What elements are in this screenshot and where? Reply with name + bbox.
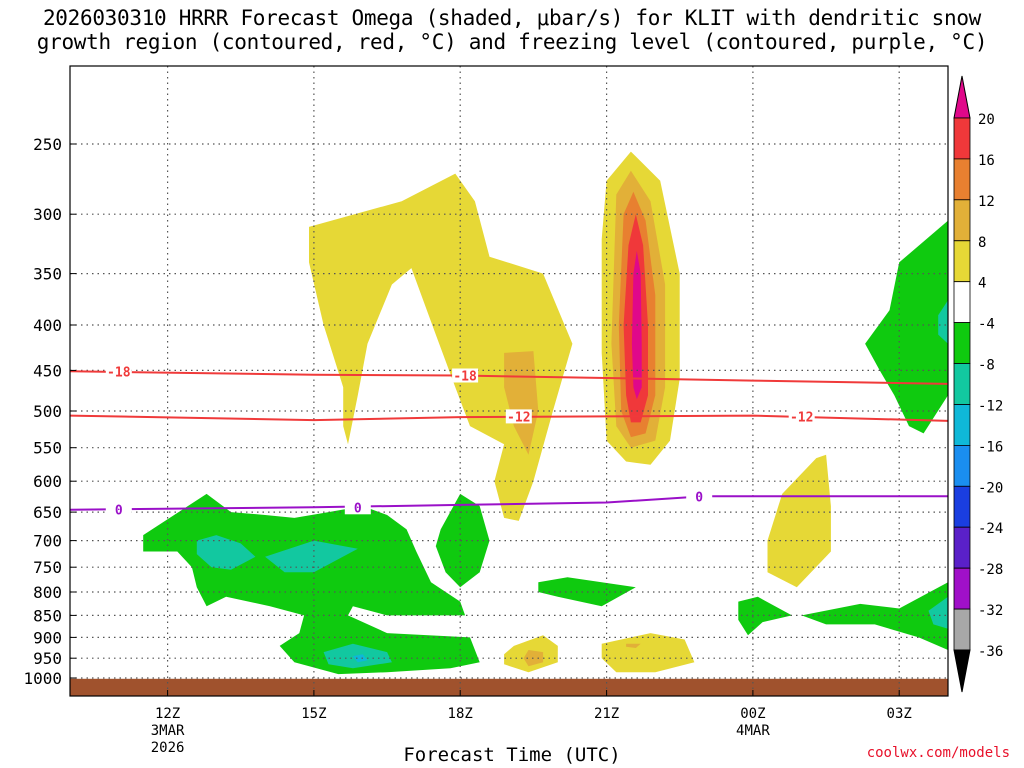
colorbar-segment-1 (953, 158, 971, 201)
colorbar-label-4: 4 (978, 276, 986, 292)
surface-ground-strip (70, 678, 948, 696)
isotherm-label-bg-6 (686, 489, 713, 504)
isotherm-label-bg-1 (452, 368, 479, 383)
omega-region-4-0 (309, 173, 573, 521)
y-tick-label-400: 400 (33, 316, 62, 335)
isotherm-label-0: -18 (107, 365, 131, 380)
colorbar-segment-6 (953, 363, 971, 405)
colorbar-segment-8 (953, 444, 971, 487)
colorbar-label-5: -4 (978, 317, 995, 333)
colorbar-label-11: -28 (978, 562, 1003, 578)
y-tick-label-550: 550 (33, 439, 62, 458)
isotherm-label-bg-2 (505, 409, 532, 424)
omega-region-4-10 (601, 633, 695, 673)
y-tick-label-300: 300 (33, 205, 62, 224)
colorbar-label-13: -36 (978, 644, 1003, 660)
chart-title-line2: growth region (contoured, red, °C) and f… (36, 30, 988, 54)
y-tick-label-800: 800 (33, 583, 62, 602)
colorbar: 20 16 12 8 4 -4 -8 -12 -16 -20 -24 -28 -32 -36 (953, 75, 1003, 693)
isotherm-layer (70, 370, 948, 511)
colorbar-label-2: 12 (978, 194, 995, 210)
chart-title-line1: 2026030310 HRRR Forecast Omega (shaded, … (42, 6, 982, 30)
x-tick-sublabel-4: 4MAR (736, 723, 770, 739)
omega-region-8-11 (626, 643, 641, 648)
isotherm--12 (70, 414, 948, 422)
isotherm-label-5: 0 (354, 501, 362, 516)
plot-frame (69, 65, 949, 697)
y-tick-label-1000: 1000 (23, 669, 62, 688)
colorbar-label-6: -8 (978, 358, 995, 374)
colorbar-label-1: 16 (978, 153, 995, 169)
y-tick-label-250: 250 (33, 135, 62, 154)
colorbar-label-9: -20 (978, 480, 1003, 496)
x-tick-label-1: 15Z (301, 706, 326, 722)
y-axis: 250 300 350 400 450 500 550 600 650 700 750 800 850 9… (23, 135, 76, 688)
colorbar-segment-0 (953, 117, 971, 160)
isotherm-label-bg-5 (344, 500, 371, 515)
colorbar-bottom-arrow (953, 649, 971, 693)
x-tick-label-3: 21Z (594, 706, 619, 722)
colorbar-segment-4 (953, 281, 971, 324)
omega-region--8-14 (196, 535, 256, 570)
colorbar-segment-10 (953, 526, 971, 569)
y-tick-label-600: 600 (33, 472, 62, 491)
source-credit: coolwx.com/models (866, 745, 1010, 761)
colorbar-segment-11 (953, 567, 971, 610)
x-tick-label-5: 03Z (887, 706, 912, 722)
colorbar-segment-9 (953, 485, 971, 528)
omega-region--4-13 (435, 493, 490, 588)
y-tick-label-350: 350 (33, 265, 62, 284)
omega-region--4-20 (801, 582, 948, 650)
colorbar-segment-3 (953, 240, 971, 283)
isotherm-label-4: 0 (115, 504, 123, 519)
colorbar-label-0: 20 (978, 112, 995, 128)
grid-layer (70, 66, 948, 696)
x-tick-label-4: 00Z (740, 706, 765, 722)
colorbar-label-10: -24 (978, 521, 1003, 537)
isotherm-label-layer: -18 -18 -12 -12 0 0 0 (105, 364, 815, 519)
colorbar-segment-2 (953, 199, 971, 242)
y-tick-label-950: 950 (33, 649, 62, 668)
isotherm-label-2: -12 (507, 410, 530, 425)
colorbar-label-12: -32 (978, 603, 1003, 619)
colorbar-segment-12 (953, 608, 971, 651)
isotherm-0 (70, 495, 948, 511)
omega-region--8-23 (938, 300, 948, 344)
colorbar-segment-5 (953, 322, 971, 364)
isotherm-label-6: 0 (695, 490, 703, 505)
colorbar-segment-7 (953, 404, 971, 446)
omega-region--12-17 (352, 654, 368, 663)
colorbar-label-8: -16 (978, 439, 1003, 455)
y-tick-label-700: 700 (33, 532, 62, 551)
isotherm--18 (70, 370, 948, 385)
omega-region--8-15 (265, 540, 358, 573)
x-tick-label-2: 18Z (448, 706, 473, 722)
x-tick-label-0: 12Z (155, 706, 180, 722)
omega-region-4-7 (767, 454, 831, 588)
omega-region--4-22 (865, 220, 948, 434)
isotherm-label-bg-0 (105, 364, 132, 379)
y-tick-label-450: 450 (33, 361, 62, 380)
omega-region--4-19 (738, 596, 792, 636)
y-tick-label-750: 750 (33, 558, 62, 577)
isotherm-label-bg-3 (788, 409, 815, 424)
x-axis-title: Forecast Time (UTC) (403, 744, 621, 766)
colorbar-top-arrow (953, 75, 971, 119)
isotherm-label-bg-4 (105, 502, 132, 517)
omega-region--8-21 (928, 596, 948, 629)
y-tick-label-500: 500 (33, 402, 62, 421)
y-tick-label-900: 900 (33, 628, 62, 647)
omega-region--4-12 (143, 493, 480, 675)
y-tick-label-650: 650 (33, 503, 62, 522)
x-tick-year-0: 2026 (151, 740, 185, 756)
isotherm-label-1: -18 (453, 370, 477, 385)
colorbar-label-3: 8 (978, 235, 986, 251)
isotherm-label-3: -12 (790, 410, 813, 425)
colorbar-label-7: -12 (978, 399, 1003, 415)
y-tick-label-850: 850 (33, 606, 62, 625)
x-tick-sublabel-0: 3MAR (151, 723, 185, 739)
